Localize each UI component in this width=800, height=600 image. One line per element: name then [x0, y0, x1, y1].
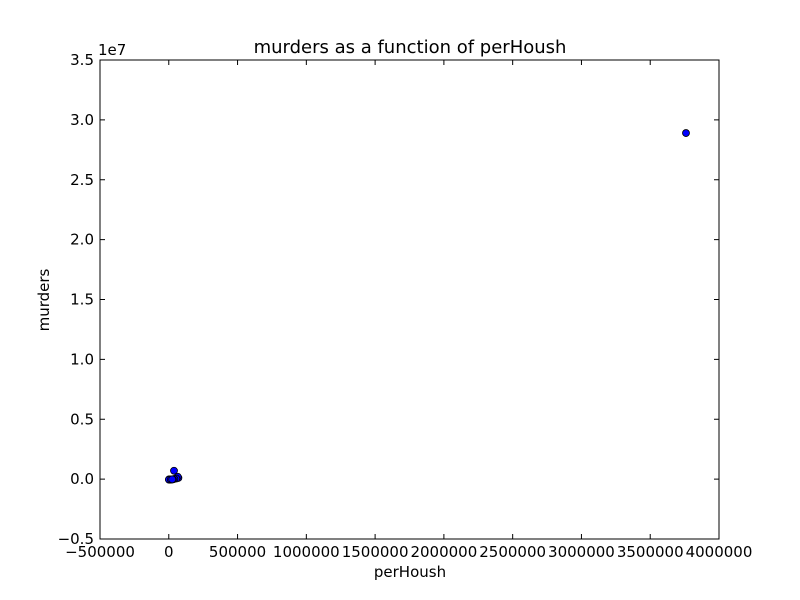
- y-tick-label: −0.5: [58, 530, 94, 548]
- plot-area: [100, 60, 719, 539]
- x-tick-label: 0: [164, 543, 174, 561]
- y-tick-label: 1.0: [70, 350, 94, 368]
- x-tick-label: −500000: [65, 543, 135, 561]
- x-axis-ticks: −500000 0 500000 1000000 1500000 2000000 25000…: [65, 60, 752, 561]
- y-tick-label: 3.5: [70, 51, 94, 69]
- y-tick-label: 2.5: [70, 171, 94, 189]
- y-tick-label: 3.0: [70, 111, 94, 129]
- x-tick-label: 1500000: [342, 543, 409, 561]
- y-tick-label: 1.5: [70, 291, 94, 309]
- y-axis-ticks: −0.5 0.0 0.5 1.0 1.5 2.0 2.5 3.0 3.5: [58, 51, 719, 548]
- x-tick-label: 4000000: [686, 543, 753, 561]
- y-offset-label: 1e7: [98, 41, 126, 59]
- x-tick-label: 1000000: [273, 543, 340, 561]
- x-axis-label: perHoush: [374, 563, 446, 581]
- y-tick-label: 0.0: [70, 470, 94, 488]
- chart-title: murders as a function of perHoush: [254, 37, 567, 58]
- x-tick-label: 500000: [209, 543, 266, 561]
- data-point: [682, 129, 690, 137]
- x-tick-label: 3500000: [617, 543, 684, 561]
- data-point: [170, 466, 178, 475]
- y-tick-label: 0.5: [70, 410, 94, 428]
- data-points: [165, 129, 690, 484]
- y-tick-label: 2.0: [70, 231, 94, 249]
- x-tick-label: 2500000: [479, 543, 546, 561]
- data-point: [168, 475, 177, 484]
- x-tick-label: 3000000: [548, 543, 615, 561]
- y-axis-label: murders: [35, 268, 53, 331]
- x-tick-label: 2000000: [410, 543, 477, 561]
